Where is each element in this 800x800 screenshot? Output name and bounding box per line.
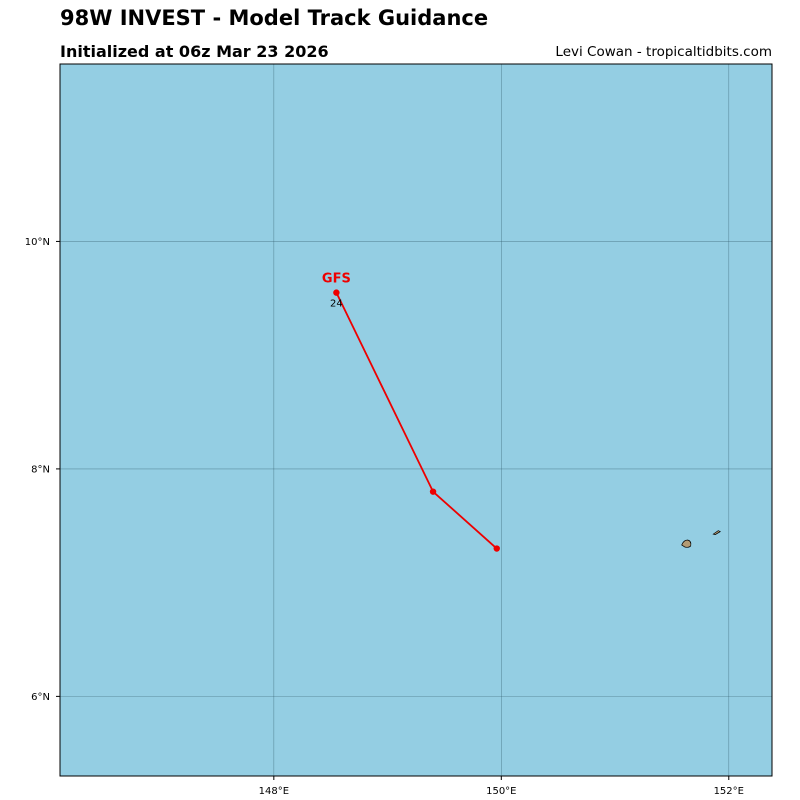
lat-tick-label: 6°N — [31, 692, 50, 703]
track-point — [493, 545, 500, 552]
lon-tick-label: 148°E — [259, 786, 289, 797]
lat-tick-label: 8°N — [31, 464, 50, 475]
map-title: 98W INVEST - Model Track Guidance — [60, 6, 489, 30]
model-name-label: GFS — [322, 272, 351, 287]
plot-frame — [59, 63, 773, 777]
ocean-background — [60, 64, 772, 776]
lat-tick-label: 10°N — [25, 237, 50, 248]
island-west — [681, 539, 692, 548]
forecast-hour-label: 24 — [330, 299, 343, 310]
track-point — [429, 488, 437, 495]
lon-tick-label: 150°E — [486, 786, 516, 797]
island-east — [712, 530, 721, 535]
lon-tick-label: 152°E — [714, 786, 744, 797]
credit-text: Levi Cowan - tropicaltidbits.com — [555, 44, 772, 60]
init-time-subtitle: Initialized at 06z Mar 23 2026 — [60, 42, 329, 61]
track-point — [333, 289, 340, 296]
